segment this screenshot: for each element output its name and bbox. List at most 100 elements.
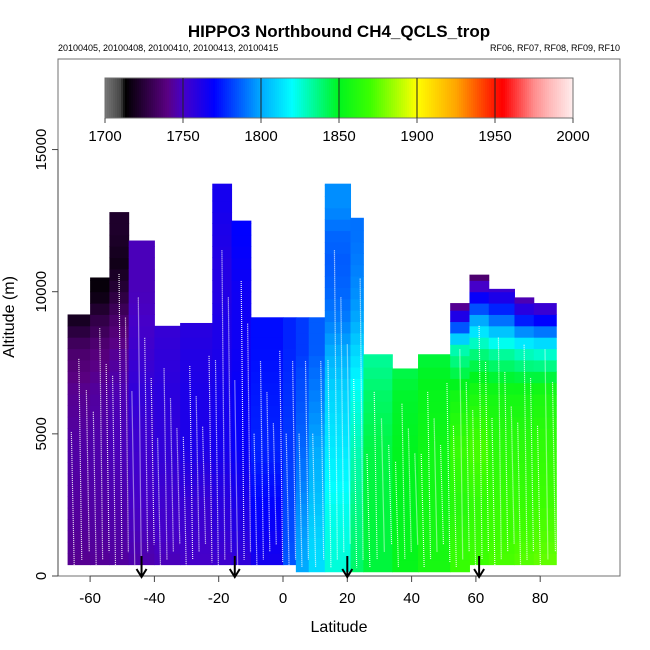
flight-track: [407, 428, 412, 553]
curtain-cell: [128, 240, 155, 247]
flight-tracks: [70, 250, 557, 568]
curtain-cell: [295, 317, 310, 323]
curtain-cell: [469, 371, 490, 384]
colorbar-swatch: [515, 78, 518, 118]
curtain-cell: [350, 367, 364, 379]
colorbar-swatch: [253, 78, 256, 118]
curtain-cell: [283, 337, 297, 350]
curtain-cell: [250, 519, 284, 532]
curtain-cell: [212, 212, 233, 224]
colorbar-swatch: [369, 78, 372, 118]
flight-track: [85, 390, 90, 553]
flight-track: [78, 358, 83, 560]
colorbar-swatch: [231, 78, 234, 118]
curtain-cell: [180, 553, 213, 566]
curtain-cell: [324, 241, 352, 254]
curtain-cell: [308, 537, 326, 550]
profile-arrow-head: [473, 568, 485, 579]
colorbar-swatch: [425, 78, 428, 118]
curtain-cell: [154, 496, 181, 509]
curtain-cell: [324, 446, 352, 459]
colorbar-swatch: [495, 78, 498, 118]
curtain-cell: [180, 348, 213, 361]
curtain-cell: [180, 496, 213, 509]
curtain-cell: [212, 519, 233, 532]
colorbar-swatch: [553, 78, 556, 118]
colorbar-swatch: [397, 78, 400, 118]
colorbar-swatch: [359, 78, 362, 118]
curtain-cell: [514, 394, 535, 406]
colorbar-swatch: [207, 78, 210, 118]
curtain-cell: [363, 514, 393, 527]
colorbar-swatch: [465, 78, 468, 118]
curtain-cell: [514, 541, 535, 554]
flight-track: [240, 281, 245, 560]
flight-track: [504, 372, 509, 553]
curtain-cell: [450, 526, 470, 539]
curtain-cell: [67, 348, 91, 361]
curtain-cell: [392, 526, 419, 539]
curtain-cell: [450, 503, 470, 516]
flight-track: [472, 410, 477, 568]
curtain-cell: [154, 462, 181, 475]
curtain-cell: [308, 560, 326, 573]
x-tick-label: 20: [339, 590, 356, 607]
flight-track: [346, 344, 351, 545]
curtain-cell: [514, 462, 535, 475]
curtain-cell: [212, 234, 233, 247]
colorbar-swatch: [123, 78, 126, 118]
curtain-cell: [109, 382, 130, 395]
curtain-cell: [180, 382, 213, 395]
curtain-cell: [154, 371, 181, 384]
curtain-cell: [67, 553, 91, 566]
curtain-cell: [231, 485, 252, 497]
curtain-cell: [392, 423, 419, 436]
flight-track: [118, 273, 123, 560]
colorbar-swatch: [281, 78, 284, 118]
curtain-cell: [154, 325, 181, 338]
curtain-cell: [90, 277, 110, 281]
colorbar-swatch: [525, 78, 528, 118]
curtain-cell: [109, 405, 130, 418]
curtain-cell: [128, 485, 155, 497]
curtain-cell: [250, 485, 284, 497]
curtain-cell: [363, 389, 393, 402]
curtain-cell: [295, 367, 310, 379]
curtain-cell: [308, 548, 326, 561]
curtain-cell: [418, 458, 451, 470]
colorbar-swatch: [221, 78, 224, 118]
colorbar-swatch: [175, 78, 178, 118]
colorbar-swatch: [395, 78, 398, 118]
colorbar-swatch: [457, 78, 460, 118]
curtain-cell: [67, 496, 91, 509]
colorbar-swatch: [537, 78, 540, 118]
colorbar-swatch: [467, 78, 470, 118]
colorbar-swatch: [111, 78, 114, 118]
colorbar-swatch: [317, 78, 320, 118]
colorbar-swatch: [119, 78, 122, 118]
curtain-cell: [350, 310, 364, 323]
curtain-cell: [283, 371, 297, 384]
curtain-cell: [350, 435, 364, 448]
colorbar-swatch: [433, 78, 436, 118]
y-axis-label: Altitude (m): [1, 276, 18, 358]
colorbar-swatch: [285, 78, 288, 118]
curtain-cell: [533, 439, 557, 452]
colorbar-swatch: [545, 78, 548, 118]
curtain-cell: [363, 548, 393, 561]
colorbar-swatch: [319, 78, 322, 118]
curtain-cell: [488, 519, 515, 532]
colorbar-swatch: [245, 78, 248, 118]
curtain-cell: [154, 519, 181, 532]
colorbar-swatch: [169, 78, 172, 118]
colorbar-swatch: [411, 78, 414, 118]
curtain-cell: [418, 354, 451, 357]
colorbar-swatch: [321, 78, 324, 118]
colorbar-swatch: [135, 78, 138, 118]
curtain-cell: [109, 291, 130, 304]
curtain-cell: [469, 485, 490, 497]
colorbar-swatch: [237, 78, 240, 118]
curtain-cell: [180, 359, 213, 372]
curtain-cell: [128, 325, 155, 338]
curtain-cell: [533, 416, 557, 429]
